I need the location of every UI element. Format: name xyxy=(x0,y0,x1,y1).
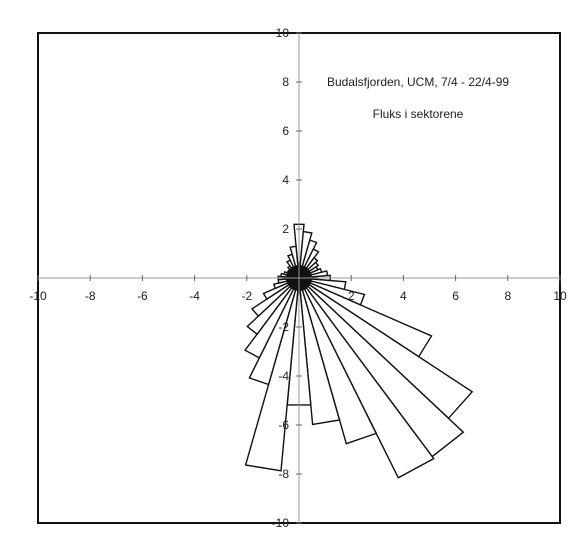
x-tick-label--8: -8 xyxy=(85,289,96,303)
axis-layer: -10 -8 -6 -4 -2 2 4 6 8 10 -10 -8 -6 -4 -2 2 4 6 8 10 xyxy=(29,26,567,530)
y-tick-label-2: 2 xyxy=(282,222,289,236)
y-tick-label-10: 10 xyxy=(276,26,290,40)
y-tick-label--2: -2 xyxy=(278,320,289,334)
y-tick-label-6: 6 xyxy=(282,124,289,138)
y-tick-label--6: -6 xyxy=(278,418,289,432)
y-tick-label--8: -8 xyxy=(278,467,289,481)
y-tick-label-4: 4 xyxy=(282,173,289,187)
x-tick-label-2: 2 xyxy=(348,289,355,303)
chart-title: Budalsfjorden, UCM, 7/4 - 22/4-99 xyxy=(327,75,509,89)
x-tick-label-10: 10 xyxy=(553,289,567,303)
y-tick-label--10: -10 xyxy=(272,516,290,530)
x-tick-label-8: 8 xyxy=(504,289,511,303)
chart-subtitle: Fluks i sektorene xyxy=(373,107,464,121)
x-tick-label-6: 6 xyxy=(452,289,459,303)
x-tick-label--10: -10 xyxy=(29,289,47,303)
y-tick-label-8: 8 xyxy=(282,75,289,89)
x-tick-label--6: -6 xyxy=(137,289,148,303)
x-tick-label--2: -2 xyxy=(241,289,252,303)
x-tick-label-4: 4 xyxy=(400,289,407,303)
x-tick-label--4: -4 xyxy=(189,289,200,303)
y-tick-label--4: -4 xyxy=(278,369,289,383)
